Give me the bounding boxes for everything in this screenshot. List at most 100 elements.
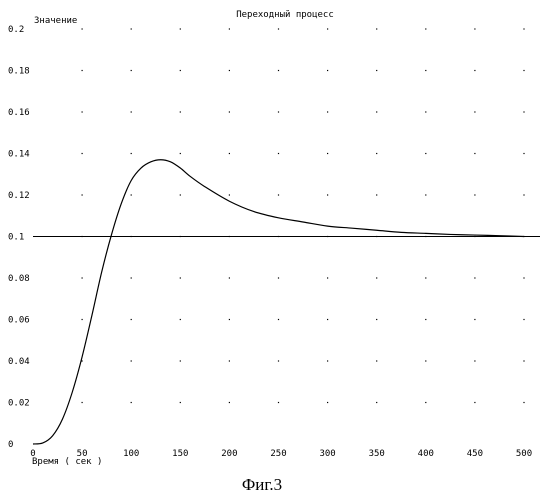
grid-dot: [229, 194, 230, 195]
grid-dot: [180, 111, 181, 112]
grid-dot: [327, 277, 328, 278]
grid-dot: [425, 194, 426, 195]
grid-dot: [180, 153, 181, 154]
grid-dot: [376, 111, 377, 112]
x-tick-label: 450: [467, 449, 483, 459]
y-tick-label: 0.02: [8, 399, 30, 409]
grid-dot: [327, 360, 328, 361]
grid-dot: [376, 194, 377, 195]
grid-dot: [474, 70, 475, 71]
x-tick-label: 250: [270, 449, 286, 459]
grid-dot: [425, 402, 426, 403]
grid-dot: [523, 111, 524, 112]
grid-dot: [229, 111, 230, 112]
grid-dot: [229, 70, 230, 71]
grid-dot: [229, 153, 230, 154]
x-tick-label: 300: [319, 449, 335, 459]
grid-dot: [425, 111, 426, 112]
grid-dot: [376, 319, 377, 320]
y-tick-label: 0.04: [8, 357, 30, 367]
grid-dot: [131, 70, 132, 71]
x-tick-label: 400: [418, 449, 434, 459]
grid-dot: [474, 402, 475, 403]
grid-dot: [180, 360, 181, 361]
y-axis-label: Значение: [34, 16, 77, 26]
grid-dot: [327, 319, 328, 320]
grid-dot: [425, 28, 426, 29]
grid-dot: [425, 360, 426, 361]
grid-dot: [131, 319, 132, 320]
grid-dot: [523, 319, 524, 320]
grid-dot: [229, 360, 230, 361]
y-tick-label: 0.2: [8, 25, 24, 35]
grid-dot: [327, 28, 328, 29]
grid-dot: [474, 277, 475, 278]
grid-dot: [523, 194, 524, 195]
grid-dot: [376, 153, 377, 154]
grid-dot: [180, 319, 181, 320]
grid-dot: [425, 277, 426, 278]
grid-dot: [82, 402, 83, 403]
grid-dot: [523, 70, 524, 71]
grid-dot: [131, 360, 132, 361]
x-tick-labels: 050100150200250300350400450500: [30, 449, 532, 459]
grid-dot: [278, 277, 279, 278]
chart-title: Переходный процесс: [236, 10, 334, 20]
grid-dot: [131, 111, 132, 112]
x-tick-label: 350: [369, 449, 385, 459]
grid-dot: [131, 194, 132, 195]
grid-dot: [474, 28, 475, 29]
x-tick-label: 500: [516, 449, 532, 459]
grid-dot: [229, 319, 230, 320]
grid-dot: [376, 277, 377, 278]
grid-dot: [180, 70, 181, 71]
grid-dot: [180, 402, 181, 403]
grid-dot: [82, 111, 83, 112]
y-tick-label: 0.16: [8, 108, 30, 118]
x-tick-label: 150: [172, 449, 188, 459]
grid-dot: [131, 277, 132, 278]
grid-dot: [376, 28, 377, 29]
grid-dot: [82, 277, 83, 278]
grid-dot: [327, 153, 328, 154]
grid-dot: [82, 70, 83, 71]
grid-dot: [278, 194, 279, 195]
grid-dot: [82, 319, 83, 320]
grid-dot: [180, 277, 181, 278]
x-tick-label: 100: [123, 449, 139, 459]
grid-dot: [82, 153, 83, 154]
grid-dot: [180, 194, 181, 195]
grid-dot: [376, 70, 377, 71]
x-axis-label: Время ( сек ): [32, 457, 102, 467]
grid-dot: [82, 28, 83, 29]
grid-dot: [327, 194, 328, 195]
grid-dot: [180, 28, 181, 29]
grid-dot: [82, 194, 83, 195]
series-line: [33, 160, 524, 444]
grid-dot: [474, 111, 475, 112]
grid-dot: [327, 111, 328, 112]
grid-dot: [278, 111, 279, 112]
grid-dot: [131, 28, 132, 29]
grid-dot: [425, 153, 426, 154]
y-tick-label: 0.14: [8, 150, 30, 160]
grid-dot: [229, 402, 230, 403]
grid-dot: [523, 277, 524, 278]
grid-dot: [474, 360, 475, 361]
y-tick-label: 0: [8, 440, 13, 450]
grid-dot: [327, 402, 328, 403]
y-tick-label: 0.08: [8, 274, 30, 284]
grid-dot: [278, 153, 279, 154]
grid-dot: [425, 70, 426, 71]
grid-dot: [523, 360, 524, 361]
y-tick-label: 0.06: [8, 316, 30, 326]
x-tick-label: 200: [221, 449, 237, 459]
grid-dot: [474, 319, 475, 320]
grid-dot: [131, 153, 132, 154]
grid-dot: [131, 402, 132, 403]
y-tick-label: 0.18: [8, 67, 30, 77]
y-tick-label: 0.12: [8, 191, 30, 201]
figure-caption: Фиг.3: [242, 475, 282, 494]
grid-dot: [425, 319, 426, 320]
grid-dot: [474, 153, 475, 154]
